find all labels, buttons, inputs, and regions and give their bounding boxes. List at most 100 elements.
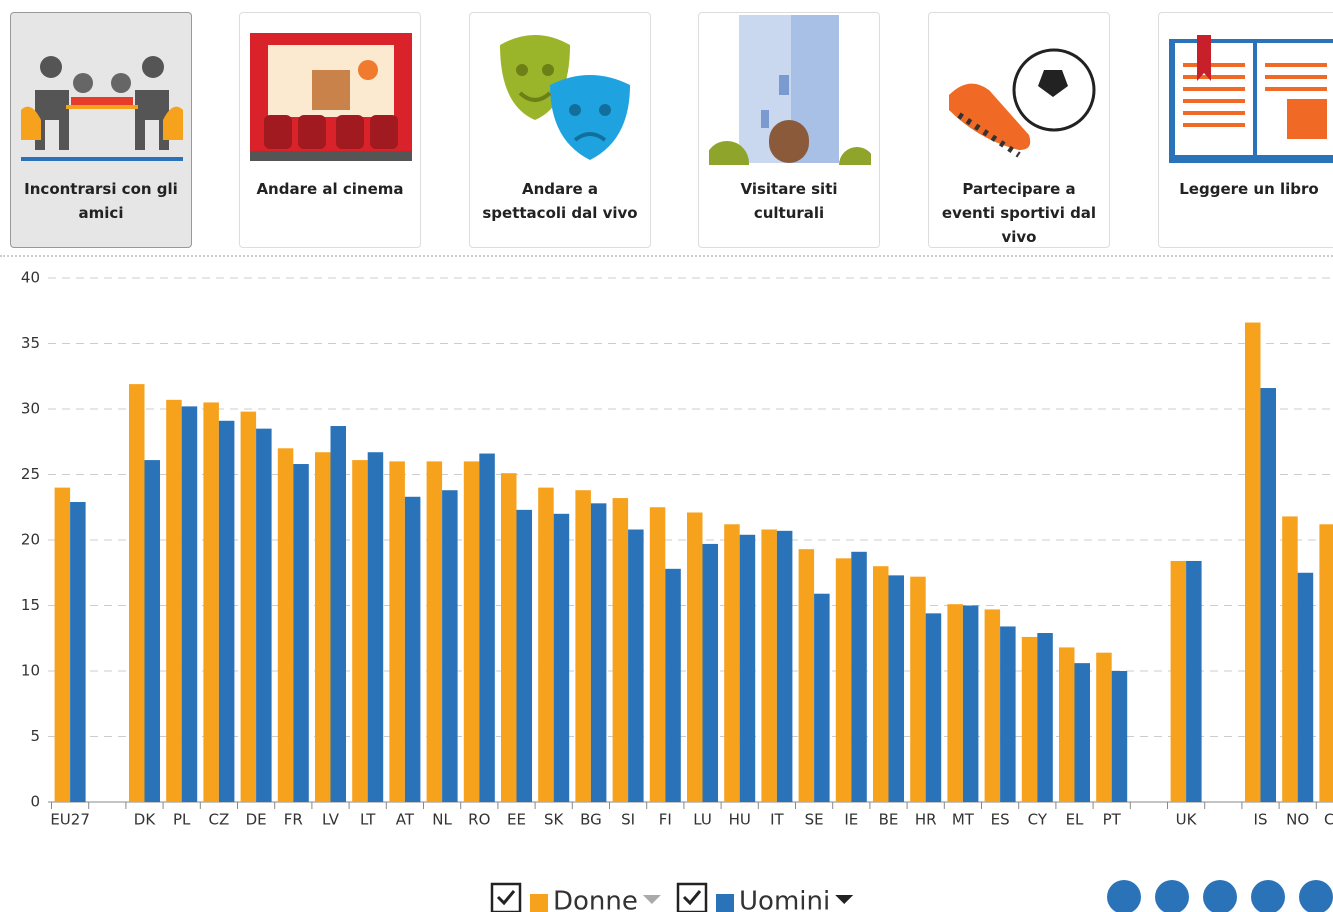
- x-tick-label: NO: [1286, 811, 1309, 829]
- bar: [367, 452, 384, 802]
- x-tick-label: LT: [360, 811, 376, 829]
- bar: [553, 513, 570, 802]
- x-tick-label: SK: [544, 811, 565, 829]
- bar: [352, 460, 368, 802]
- y-tick-label: 30: [21, 400, 40, 418]
- y-tick-label: 5: [30, 727, 40, 745]
- y-tick-label: 10: [21, 662, 40, 680]
- bar: [1021, 636, 1038, 802]
- x-tick-label: DK: [134, 811, 157, 829]
- bar: [1319, 524, 1333, 802]
- bar: [181, 406, 198, 802]
- bar: [1059, 647, 1075, 802]
- embed-button[interactable]: [1203, 880, 1237, 912]
- y-tick-label: 0: [30, 793, 40, 811]
- info-button[interactable]: [1107, 880, 1141, 912]
- x-tick-label: BE: [879, 811, 899, 829]
- x-tick-label: RO: [468, 811, 490, 829]
- bar: [925, 613, 942, 802]
- x-tick-label: AT: [396, 811, 415, 829]
- bar: [724, 524, 740, 802]
- card[interactable]: Andare al cinema: [239, 12, 421, 248]
- bar: [516, 509, 532, 802]
- card-icon: [1169, 35, 1333, 163]
- bar: [1000, 626, 1016, 802]
- bar: [479, 453, 495, 802]
- bar: [910, 576, 926, 802]
- card-label: Andare al cinema: [256, 180, 404, 198]
- bar: [426, 461, 443, 802]
- bar: [277, 448, 294, 802]
- x-tick-label: MT: [952, 811, 975, 829]
- bar: [649, 507, 666, 802]
- x-tick-label: LU: [693, 811, 712, 829]
- legend-label[interactable]: Donne: [553, 887, 638, 912]
- card[interactable]: Visitare siti culturali: [698, 12, 880, 248]
- bar: [203, 402, 219, 802]
- x-tick-label: LV: [322, 811, 340, 829]
- legend-dropdown[interactable]: [835, 895, 854, 904]
- card[interactable]: Partecipare a eventi sportivi dal vivo: [928, 12, 1110, 248]
- bar: [54, 487, 71, 802]
- x-tick-label: DE: [246, 811, 267, 829]
- card-icon: [500, 35, 630, 160]
- bar: [1074, 663, 1090, 802]
- card-icon: [250, 33, 412, 161]
- legend-checkbox[interactable]: [676, 882, 708, 912]
- x-tick-label: PL: [173, 811, 191, 829]
- bar: [293, 464, 309, 802]
- facebook-button[interactable]: [1299, 880, 1333, 912]
- y-tick-label: 35: [21, 334, 40, 352]
- x-tick-label: ES: [991, 811, 1010, 829]
- x-tick-label: BG: [580, 811, 602, 829]
- x-tick-label: CH: [1324, 811, 1333, 829]
- x-tick-label: IT: [770, 811, 784, 829]
- legend-dropdown[interactable]: [642, 895, 661, 904]
- bar: [240, 411, 257, 802]
- bar: [463, 461, 480, 802]
- y-tick-label: 40: [21, 269, 40, 287]
- separator: [0, 255, 1333, 257]
- bar: [739, 534, 756, 802]
- bar: [612, 498, 629, 802]
- legend-checkmark: [682, 890, 702, 906]
- legend-label[interactable]: Uomini: [739, 887, 830, 912]
- card[interactable]: Andare a spettacoli dal vivo: [469, 12, 651, 248]
- card-label: Incontrarsi con gli amici: [24, 180, 178, 222]
- card[interactable]: Leggere un libro: [1158, 12, 1333, 248]
- x-tick-label: FR: [284, 811, 303, 829]
- bar: [1111, 671, 1128, 802]
- x-tick-label: EU27: [50, 811, 90, 829]
- x-tick-label: FI: [659, 811, 672, 829]
- bar: [1170, 560, 1187, 802]
- x-tick-label: HU: [729, 811, 751, 829]
- x-tick-label: IS: [1254, 811, 1268, 829]
- twitter-button[interactable]: [1251, 880, 1285, 912]
- x-tick-label: PT: [1103, 811, 1122, 829]
- card[interactable]: Incontrarsi con gli amici: [10, 12, 192, 248]
- bar: [538, 487, 554, 802]
- legend-checkmark: [496, 890, 516, 906]
- x-tick-label: HR: [915, 811, 937, 829]
- bar: [590, 503, 607, 802]
- bar: [687, 512, 703, 802]
- bar: [776, 530, 793, 802]
- bar: [389, 461, 405, 802]
- y-tick-label: 20: [21, 531, 40, 549]
- legend-swatch: [530, 894, 548, 912]
- x-tick-label: CZ: [209, 811, 230, 829]
- card-label: Visitare siti culturali: [740, 180, 838, 222]
- bar: [1037, 633, 1053, 802]
- x-tick-label: NL: [432, 811, 452, 829]
- x-tick-label: IE: [844, 811, 858, 829]
- bar: [70, 502, 86, 802]
- bar: [851, 551, 867, 802]
- legend-checkbox[interactable]: [490, 882, 522, 912]
- card-icon: [709, 15, 871, 165]
- table-button[interactable]: [1155, 880, 1189, 912]
- bar: [144, 460, 160, 802]
- card-label: Leggere un libro: [1179, 180, 1319, 198]
- bar: [1186, 560, 1202, 802]
